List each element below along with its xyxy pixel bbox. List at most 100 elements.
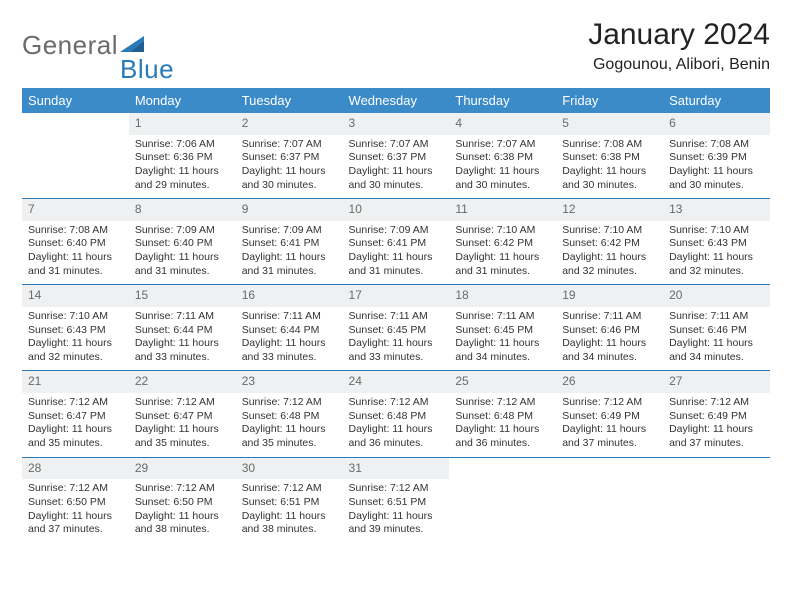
day-line: Sunrise: 7:11 AM [562,310,657,324]
brand-logo: General Blue [22,18,174,73]
day-line: Sunrise: 7:10 AM [455,224,550,238]
day-line: and 31 minutes. [242,265,337,279]
day-details: Sunrise: 7:12 AMSunset: 6:48 PMDaylight:… [343,393,450,457]
day-details: Sunrise: 7:09 AMSunset: 6:41 PMDaylight:… [236,221,343,285]
day-line: and 30 minutes. [242,179,337,193]
day-line: Sunrise: 7:10 AM [562,224,657,238]
day-line: Daylight: 11 hours [28,337,123,351]
day-line: Sunrise: 7:12 AM [349,482,444,496]
day-line: Sunset: 6:41 PM [242,237,337,251]
day-line: and 37 minutes. [28,523,123,537]
day-details: Sunrise: 7:10 AMSunset: 6:43 PMDaylight:… [663,221,770,285]
title-block: January 2024 Gogounou, Alibori, Benin [588,18,770,74]
day-details: Sunrise: 7:11 AMSunset: 6:46 PMDaylight:… [663,307,770,371]
calendar-day-cell: 24Sunrise: 7:12 AMSunset: 6:48 PMDayligh… [343,371,450,457]
day-line: Sunset: 6:51 PM [242,496,337,510]
day-line: Sunrise: 7:12 AM [135,482,230,496]
day-line: Sunset: 6:43 PM [28,324,123,338]
calendar-week-row: 14Sunrise: 7:10 AMSunset: 6:43 PMDayligh… [22,285,770,371]
day-line: and 30 minutes. [455,179,550,193]
calendar-day-cell: 12Sunrise: 7:10 AMSunset: 6:42 PMDayligh… [556,199,663,285]
day-number: 16 [236,285,343,307]
day-line: Sunrise: 7:10 AM [28,310,123,324]
day-number: 17 [343,285,450,307]
calendar-day-cell: 31Sunrise: 7:12 AMSunset: 6:51 PMDayligh… [343,457,450,543]
location-subtitle: Gogounou, Alibori, Benin [588,56,770,74]
weekday-header-cell: Tuesday [236,88,343,113]
day-details: Sunrise: 7:12 AMSunset: 6:48 PMDaylight:… [449,393,556,457]
day-line: Sunset: 6:47 PM [28,410,123,424]
calendar-day-cell: 30Sunrise: 7:12 AMSunset: 6:51 PMDayligh… [236,457,343,543]
calendar-day-cell: 8Sunrise: 7:09 AMSunset: 6:40 PMDaylight… [129,199,236,285]
day-line: Daylight: 11 hours [455,423,550,437]
day-number: 15 [129,285,236,307]
day-line: and 30 minutes. [562,179,657,193]
day-line: Sunset: 6:38 PM [562,151,657,165]
day-details: Sunrise: 7:11 AMSunset: 6:45 PMDaylight:… [343,307,450,371]
day-line: Daylight: 11 hours [455,251,550,265]
day-details: Sunrise: 7:08 AMSunset: 6:39 PMDaylight:… [663,135,770,199]
day-details: Sunrise: 7:08 AMSunset: 6:38 PMDaylight:… [556,135,663,199]
calendar-day-cell: 9Sunrise: 7:09 AMSunset: 6:41 PMDaylight… [236,199,343,285]
day-line: Sunset: 6:45 PM [455,324,550,338]
day-number: 10 [343,199,450,221]
calendar-day-cell: 7Sunrise: 7:08 AMSunset: 6:40 PMDaylight… [22,199,129,285]
day-number: 11 [449,199,556,221]
calendar-day-cell: 1Sunrise: 7:06 AMSunset: 6:36 PMDaylight… [129,113,236,199]
day-line: Sunrise: 7:09 AM [349,224,444,238]
day-line: and 32 minutes. [28,351,123,365]
day-number: 4 [449,113,556,135]
day-line: and 36 minutes. [455,437,550,451]
day-details: Sunrise: 7:12 AMSunset: 6:51 PMDaylight:… [343,479,450,543]
day-line: Sunset: 6:48 PM [349,410,444,424]
day-line: and 31 minutes. [455,265,550,279]
day-line: Daylight: 11 hours [562,423,657,437]
day-line: Sunset: 6:43 PM [669,237,764,251]
logo-triangle-icon [120,34,144,52]
calendar-day-cell: 18Sunrise: 7:11 AMSunset: 6:45 PMDayligh… [449,285,556,371]
day-line: Daylight: 11 hours [242,251,337,265]
day-number: 23 [236,371,343,393]
calendar-day-cell: 2Sunrise: 7:07 AMSunset: 6:37 PMDaylight… [236,113,343,199]
day-line: and 38 minutes. [135,523,230,537]
day-details [449,464,556,525]
day-details: Sunrise: 7:11 AMSunset: 6:45 PMDaylight:… [449,307,556,371]
day-number: 26 [556,371,663,393]
day-line: Sunset: 6:42 PM [562,237,657,251]
calendar-day-cell: 19Sunrise: 7:11 AMSunset: 6:46 PMDayligh… [556,285,663,371]
day-line: Daylight: 11 hours [242,510,337,524]
day-line: Daylight: 11 hours [242,337,337,351]
calendar-day-cell [22,113,129,199]
day-line: Sunrise: 7:09 AM [242,224,337,238]
logo-word-1: General [22,30,118,61]
day-line: Daylight: 11 hours [455,165,550,179]
day-number: 18 [449,285,556,307]
day-details: Sunrise: 7:11 AMSunset: 6:44 PMDaylight:… [129,307,236,371]
day-line: Daylight: 11 hours [135,423,230,437]
day-line: and 38 minutes. [242,523,337,537]
day-number: 8 [129,199,236,221]
day-line: Sunset: 6:48 PM [455,410,550,424]
day-line: and 32 minutes. [562,265,657,279]
day-number: 12 [556,199,663,221]
day-line: Sunrise: 7:11 AM [135,310,230,324]
calendar-day-cell: 16Sunrise: 7:11 AMSunset: 6:44 PMDayligh… [236,285,343,371]
day-number: 2 [236,113,343,135]
day-number: 27 [663,371,770,393]
day-line: Sunset: 6:41 PM [349,237,444,251]
day-line: Daylight: 11 hours [669,251,764,265]
weekday-header: SundayMondayTuesdayWednesdayThursdayFrid… [22,88,770,113]
calendar-day-cell: 10Sunrise: 7:09 AMSunset: 6:41 PMDayligh… [343,199,450,285]
calendar-day-cell: 3Sunrise: 7:07 AMSunset: 6:37 PMDaylight… [343,113,450,199]
day-details: Sunrise: 7:11 AMSunset: 6:44 PMDaylight:… [236,307,343,371]
day-line: Sunset: 6:40 PM [28,237,123,251]
day-number: 1 [129,113,236,135]
day-line: Sunrise: 7:11 AM [242,310,337,324]
day-number: 20 [663,285,770,307]
day-line: Daylight: 11 hours [562,337,657,351]
day-line: Sunset: 6:50 PM [28,496,123,510]
day-line: Sunset: 6:44 PM [135,324,230,338]
day-line: and 37 minutes. [562,437,657,451]
day-line: Sunrise: 7:12 AM [242,396,337,410]
calendar-day-cell: 11Sunrise: 7:10 AMSunset: 6:42 PMDayligh… [449,199,556,285]
